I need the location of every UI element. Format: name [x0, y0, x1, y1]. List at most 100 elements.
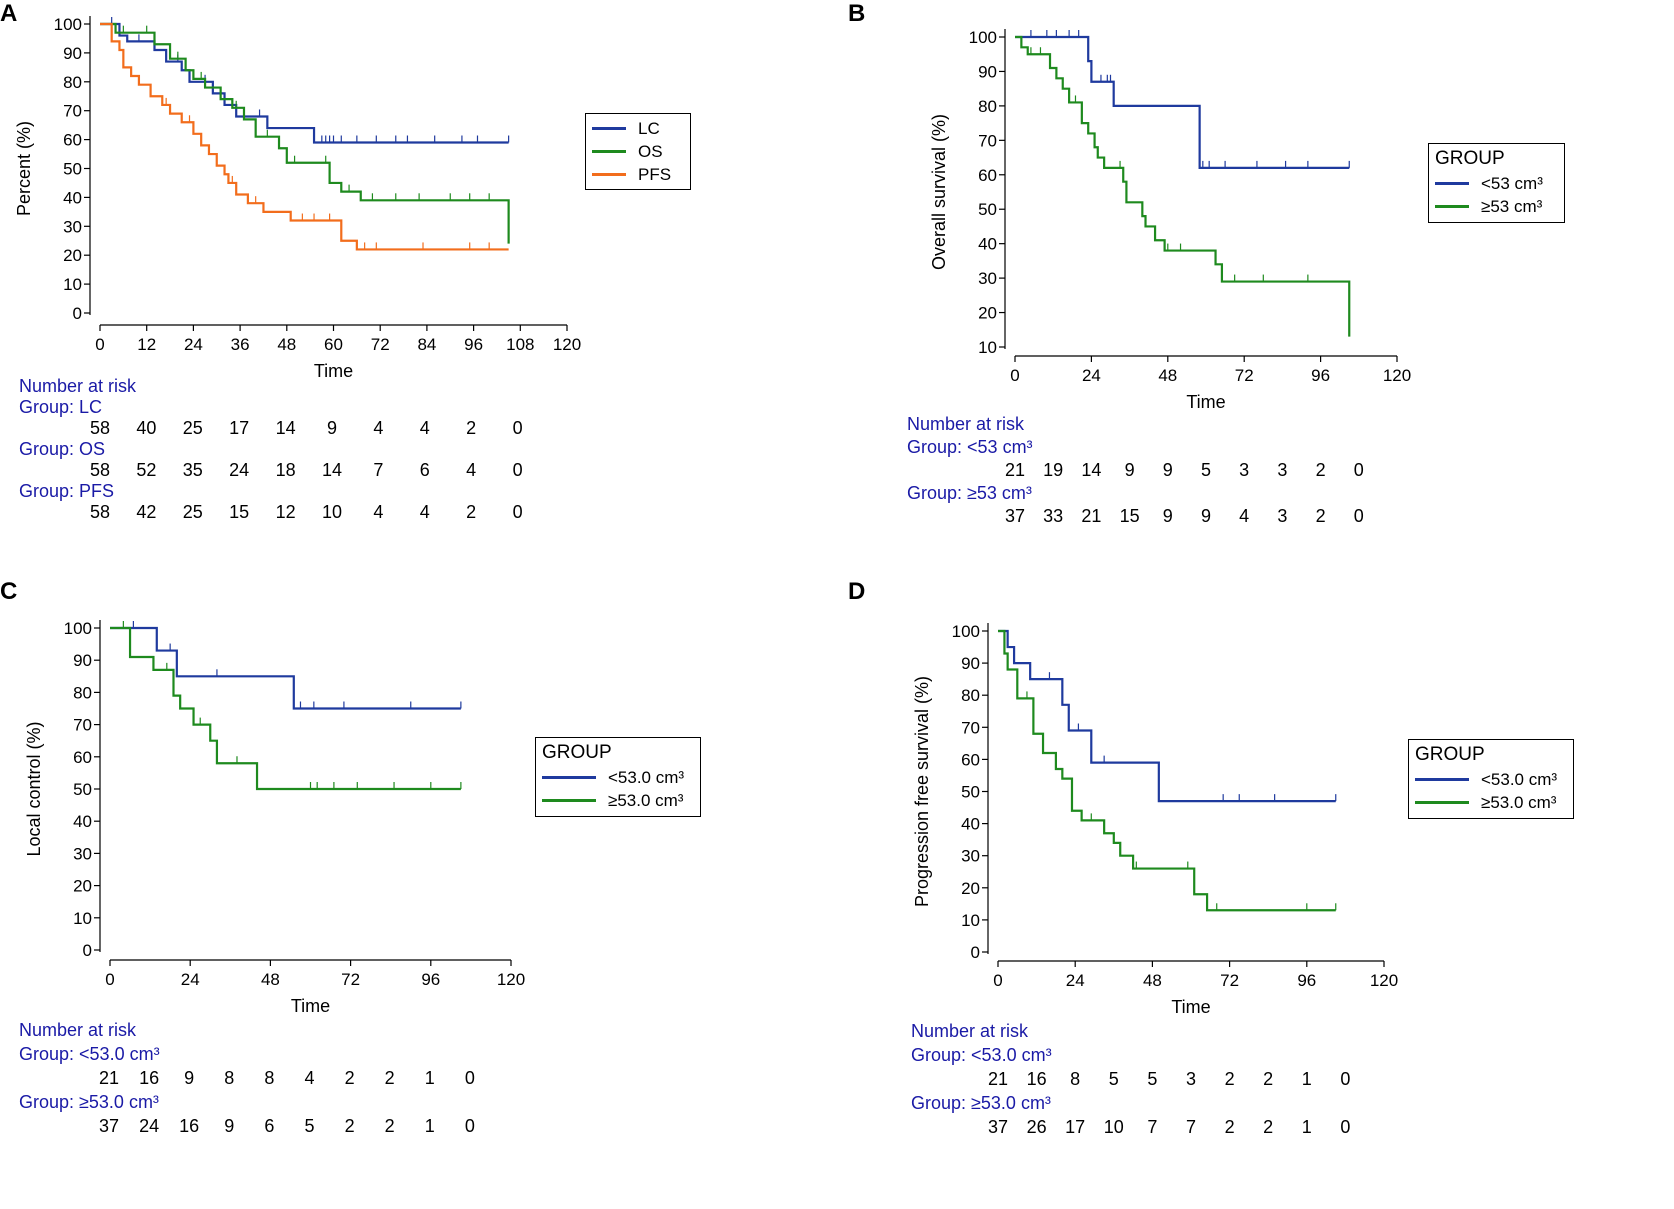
- y-tick-label: 10: [978, 338, 997, 357]
- km-curve-<53.0 cm³: [110, 626, 461, 710]
- y-tick-label: 20: [63, 246, 82, 265]
- panel-b: B 10 20 30 40 50 60 70 80 90 100 0 24 48 72 96 120 Time O…: [848, 0, 1674, 570]
- panel-d: D 0 10 20 30 40 50 60 70 80 90 100 0 24 48 72 96 120 Time…: [848, 578, 1674, 1209]
- x-tick-label: 120: [1383, 366, 1411, 385]
- x-tick-label: 0: [95, 335, 104, 354]
- y-axis-title: Local control (%): [24, 721, 44, 856]
- y-tick-label: 70: [73, 716, 92, 735]
- y-tick-label: 10: [961, 911, 980, 930]
- y-tick-label: 0: [73, 304, 82, 323]
- risk-cell: 8: [1070, 1069, 1081, 1089]
- x-tick-label: 0: [1010, 366, 1019, 385]
- legend-swatch: [1415, 801, 1469, 804]
- x-axis-title: Time: [314, 361, 353, 381]
- y-tick-label: 60: [961, 750, 980, 769]
- risk-table-title: Number at risk: [907, 414, 1025, 434]
- y-tick-label: 60: [73, 748, 92, 767]
- legend-entry: <53.0 cm³: [1415, 768, 1567, 791]
- y-tick-label: 50: [63, 160, 82, 179]
- y-tick-label: 80: [961, 686, 980, 705]
- legend-label: ≥53.0 cm³: [608, 790, 684, 810]
- risk-row: 37 24 16 9 6 5 2 2 1 0: [19, 1116, 579, 1140]
- y-tick-label: 100: [54, 15, 82, 34]
- risk-row: 37 33 21 15 9 9 4 3 2 0: [907, 506, 1467, 529]
- x-tick-label: 72: [341, 970, 360, 989]
- risk-cell: 14: [1081, 460, 1102, 480]
- y-tick-label: 60: [63, 131, 82, 150]
- risk-cell: 2: [344, 1116, 355, 1136]
- panel-letter: A: [0, 0, 18, 27]
- risk-cell: 42: [136, 502, 157, 522]
- risk-cell: 7: [1185, 1117, 1197, 1137]
- risk-cell: 25: [182, 502, 203, 522]
- x-tick-label: 60: [324, 335, 343, 354]
- panel-letter: D: [848, 578, 866, 605]
- risk-cell: 58: [89, 502, 111, 522]
- risk-row: 21 16 9 8 8 4 2 2 1 0: [19, 1068, 579, 1092]
- y-tick-label: 30: [63, 217, 82, 236]
- x-tick-label: 120: [1370, 971, 1398, 990]
- panel-a: A 0 10 20 30 40 50 60 70 80 90 100 0 12 24 36 48 60 72 84 9…: [0, 0, 820, 570]
- risk-cell: 24: [139, 1116, 160, 1136]
- legend-swatch: [1435, 182, 1469, 185]
- km-curve-≥53.0 cm³: [998, 629, 1336, 912]
- risk-cell: 37: [987, 1117, 1009, 1137]
- legend-swatch: [1415, 778, 1469, 781]
- x-tick-label: 0: [105, 970, 114, 989]
- risk-group-label: Group: OS: [19, 439, 106, 459]
- risk-cell: 2: [1263, 1117, 1274, 1137]
- y-tick-label: 10: [73, 909, 92, 928]
- legend-swatch: [1435, 205, 1469, 208]
- risk-table-d: Number at risk Group: <53.0 cm³ 21 16 8 5 5 3…: [911, 1021, 1471, 1141]
- risk-cell: 0: [464, 1068, 475, 1088]
- risk-cell: 4: [304, 1068, 315, 1088]
- y-axis-title: Progression free survival (%): [912, 676, 932, 907]
- risk-cell: 2: [1224, 1117, 1235, 1137]
- risk-cell: 0: [512, 418, 523, 438]
- risk-cell: 9: [326, 418, 338, 438]
- risk-cell: 9: [1124, 460, 1135, 480]
- legend-entry: ≥53.0 cm³: [542, 789, 694, 812]
- y-tick-label: 0: [83, 941, 92, 960]
- risk-cell: 0: [1353, 506, 1364, 526]
- risk-cell: 9: [1162, 460, 1173, 480]
- risk-cell: 6: [419, 460, 430, 480]
- risk-cell: 37: [1004, 506, 1026, 526]
- x-tick-label: 72: [1220, 971, 1239, 990]
- x-tick-label: 48: [1143, 971, 1162, 990]
- risk-cell: 17: [229, 418, 250, 438]
- risk-cell: 3: [1239, 460, 1250, 480]
- risk-cell: 16: [1026, 1069, 1047, 1089]
- risk-cell: 4: [373, 502, 384, 522]
- risk-row: 21 19 14 9 9 5 3 3 2 0: [907, 460, 1467, 483]
- risk-cell: 4: [419, 418, 430, 438]
- risk-cell: 40: [136, 418, 157, 438]
- legend-swatch: [592, 173, 626, 176]
- y-tick-label: 100: [952, 622, 980, 641]
- y-axis-title: Percent (%): [14, 121, 34, 216]
- legend-entry: ≥53.0 cm³: [1415, 791, 1567, 814]
- risk-cell: 58: [89, 460, 111, 480]
- y-tick-label: 20: [978, 304, 997, 323]
- risk-cell: 4: [466, 460, 477, 480]
- km-curve-OS: [100, 22, 510, 244]
- risk-cell: 0: [512, 460, 523, 480]
- y-tick-label: 50: [978, 200, 997, 219]
- y-tick-label: 20: [73, 877, 92, 896]
- y-tick-label: 90: [961, 654, 980, 673]
- risk-cell: 9: [1162, 506, 1173, 526]
- legend-label: <53 cm³: [1481, 173, 1543, 193]
- risk-cell: 14: [321, 460, 343, 480]
- risk-cell: 7: [373, 460, 384, 480]
- risk-row: 58 42 25 15 12 10 4 4 2 0: [19, 502, 579, 523]
- y-tick-label: 90: [978, 62, 997, 81]
- risk-cell: 10: [1103, 1117, 1124, 1137]
- risk-table-c: Number at risk Group: <53.0 cm³ 21 16 9 8 8 4…: [19, 1020, 579, 1140]
- legend-title: GROUP: [1415, 744, 1485, 765]
- x-tick-label: 72: [1235, 366, 1254, 385]
- y-tick-label: 80: [63, 73, 82, 92]
- km-curve-≥53 cm³: [1015, 35, 1351, 337]
- y-tick-label: 100: [64, 619, 92, 638]
- y-tick-label: 40: [73, 812, 92, 831]
- legend-label: PFS: [638, 164, 672, 184]
